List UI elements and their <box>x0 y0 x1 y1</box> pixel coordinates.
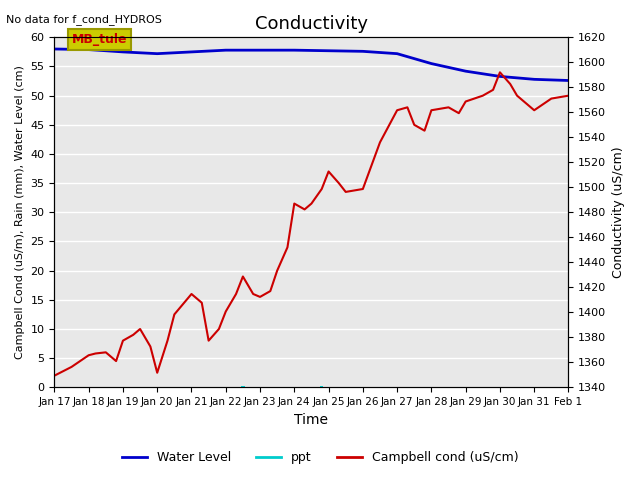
Text: MB_tule: MB_tule <box>72 33 127 46</box>
Title: Conductivity: Conductivity <box>255 15 368 33</box>
Text: No data for f_cond_HYDROS: No data for f_cond_HYDROS <box>6 14 163 25</box>
Y-axis label: Campbell Cond (uS/m), Rain (mm), Water Level (cm): Campbell Cond (uS/m), Rain (mm), Water L… <box>15 65 25 359</box>
Bar <box>320 386 323 387</box>
Bar <box>241 386 244 387</box>
X-axis label: Time: Time <box>294 413 328 427</box>
Y-axis label: Conductivity (uS/cm): Conductivity (uS/cm) <box>612 146 625 278</box>
Legend: Water Level, ppt, Campbell cond (uS/cm): Water Level, ppt, Campbell cond (uS/cm) <box>116 446 524 469</box>
